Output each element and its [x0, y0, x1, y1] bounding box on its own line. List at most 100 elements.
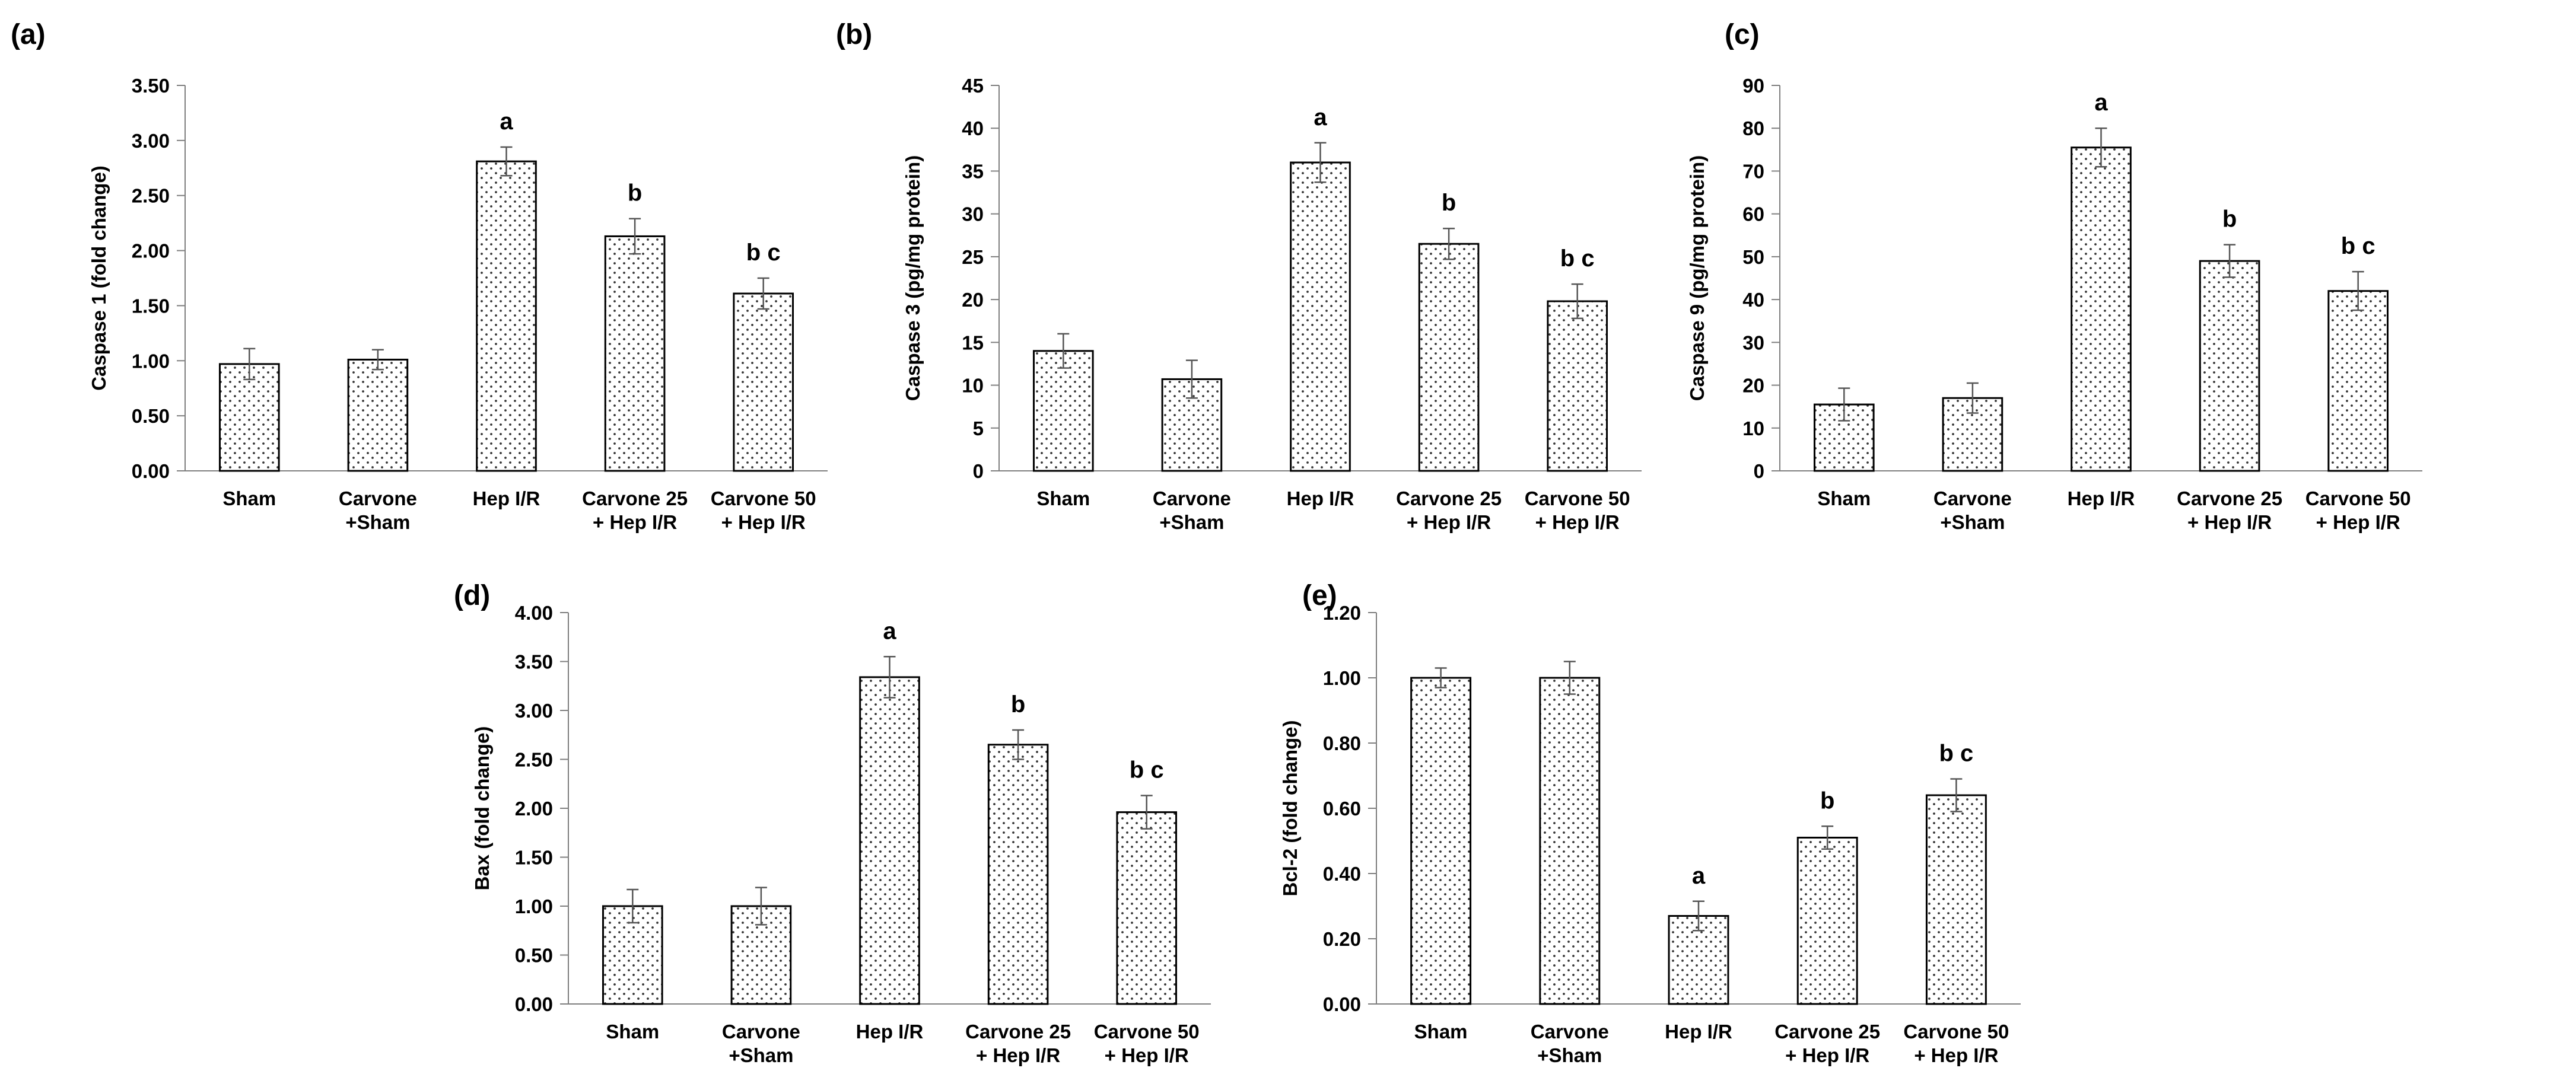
x-tick-label: Carvone 50 [1903, 1021, 2009, 1043]
x-tick-label: Sham [1036, 487, 1090, 509]
y-tick-label: 2.50 [132, 185, 170, 207]
y-tick-label: 45 [962, 75, 984, 97]
y-tick-label: 1.50 [515, 847, 553, 869]
y-tick-label: 0.00 [515, 993, 553, 1015]
y-tick-label: 0.50 [132, 405, 170, 427]
bar [347, 358, 409, 472]
y-tick-label: 0 [973, 460, 984, 482]
bar [1116, 811, 1178, 1005]
x-tick-label: Hep I/R [2068, 487, 2135, 509]
significance-label: b c [1939, 741, 1974, 767]
y-tick-label: 2.00 [132, 240, 170, 262]
significance-label: b c [1130, 757, 1164, 783]
significance-label: b c [746, 240, 781, 266]
panel-label: (c) [1725, 19, 1760, 50]
y-tick-label: 4.00 [515, 602, 553, 624]
y-tick-label: 0.40 [1323, 863, 1361, 885]
y-tick-label: 0.00 [132, 460, 170, 482]
x-tick-label: Carvone 25 [1396, 487, 1502, 509]
chart-panel-1: (a) 0.00 0.50 1.00 1.50 2.00 2.50 3.00 3.50 Caspa… [11, 19, 828, 533]
x-tick-label: + Hep I/R [1914, 1044, 1998, 1066]
bar [604, 235, 666, 472]
y-tick-label: 0.50 [515, 945, 553, 967]
y-tick-label: 35 [962, 160, 984, 182]
y-tick-label: 1.00 [515, 895, 553, 917]
y-tick-label: 1.50 [132, 295, 170, 317]
x-tick-label: Carvone 50 [1094, 1021, 1200, 1043]
x-tick-label: +Sham [1940, 511, 2005, 533]
bar [2071, 146, 2132, 472]
x-tick-label: Sham [606, 1021, 659, 1043]
y-tick-label: 10 [1742, 417, 1764, 439]
y-tick-label: 50 [1742, 246, 1764, 268]
x-tick-label: + Hep I/R [1785, 1044, 1869, 1066]
x-tick-label: + Hep I/R [2187, 511, 2272, 533]
x-tick-label: Carvone 25 [965, 1021, 1071, 1043]
y-tick-label: 1.00 [1323, 667, 1361, 689]
y-tick-label: 0.60 [1323, 798, 1361, 820]
x-tick-label: +Sham [1159, 511, 1224, 533]
significance-label: a [1692, 863, 1706, 889]
x-tick-label: Carvone 25 [582, 487, 688, 509]
x-tick-label: Carvone 50 [1525, 487, 1630, 509]
y-tick-label: 15 [962, 331, 984, 353]
y-tick-label: 2.00 [515, 798, 553, 820]
y-tick-label: 70 [1742, 160, 1764, 182]
x-tick-label: +Sham [345, 511, 410, 533]
x-tick-label: + Hep I/R [1105, 1044, 1189, 1066]
y-tick-label: 80 [1742, 117, 1764, 139]
y-tick-label: 3.00 [132, 130, 170, 152]
x-tick-label: Hep I/R [1665, 1021, 1732, 1043]
y-tick-label: 5 [973, 417, 984, 439]
significance-label: b [1820, 788, 1834, 814]
y-axis-label: Caspase 3 (pg/mg protein) [902, 155, 924, 401]
significance-label: b c [1560, 246, 1595, 272]
bar [2199, 260, 2260, 472]
y-tick-label: 40 [962, 117, 984, 139]
panel-label: (a) [11, 19, 46, 50]
y-tick-label: 0 [1754, 460, 1764, 482]
bar [987, 744, 1049, 1005]
significance-label: b [2222, 206, 2237, 232]
y-axis-label: Caspase 9 (pg/mg protein) [1686, 155, 1708, 401]
x-tick-label: + Hep I/R [2316, 511, 2400, 533]
y-tick-label: 90 [1742, 75, 1764, 97]
y-axis-label: Bcl-2 (fold change) [1279, 720, 1301, 896]
significance-label: a [1314, 104, 1327, 130]
panel-label: (b) [836, 19, 872, 50]
x-tick-label: Hep I/R [473, 487, 540, 509]
panel-label: (d) [454, 580, 490, 611]
bar [1290, 161, 1351, 472]
y-tick-label: 2.50 [515, 749, 553, 771]
significance-label: b [1442, 190, 1456, 216]
x-tick-label: Carvone 25 [2177, 487, 2282, 509]
bar [1668, 915, 1729, 1005]
x-tick-label: Carvone 50 [2305, 487, 2411, 509]
y-tick-label: 10 [962, 375, 984, 397]
y-tick-label: 1.20 [1323, 602, 1361, 624]
significance-label: a [500, 109, 513, 135]
x-tick-label: + Hep I/R [1407, 511, 1491, 533]
x-tick-label: Hep I/R [1287, 487, 1354, 509]
x-tick-label: +Sham [1537, 1044, 1602, 1066]
x-tick-label: Carvone [1153, 487, 1231, 509]
x-tick-label: + Hep I/R [721, 511, 806, 533]
bar [1032, 350, 1094, 472]
y-tick-label: 3.50 [515, 651, 553, 673]
y-tick-label: 1.00 [132, 350, 170, 372]
x-tick-label: Carvone 50 [711, 487, 816, 509]
chart-panel-3: (c) 0 10 20 30 40 50 60 70 80 90 Caspase 9 (pg/mg p… [1686, 19, 2422, 533]
x-tick-label: +Sham [729, 1044, 793, 1066]
x-tick-label: Carvone 25 [1774, 1021, 1880, 1043]
x-tick-label: Carvone [1531, 1021, 1609, 1043]
x-tick-label: + Hep I/R [1535, 511, 1620, 533]
bar [1796, 837, 1858, 1005]
significance-label: a [883, 618, 896, 644]
y-tick-label: 25 [962, 246, 984, 268]
y-tick-label: 3.00 [515, 700, 553, 722]
y-tick-label: 30 [962, 203, 984, 225]
bar [1418, 243, 1480, 472]
bar [1925, 794, 1987, 1005]
bar [733, 292, 794, 472]
